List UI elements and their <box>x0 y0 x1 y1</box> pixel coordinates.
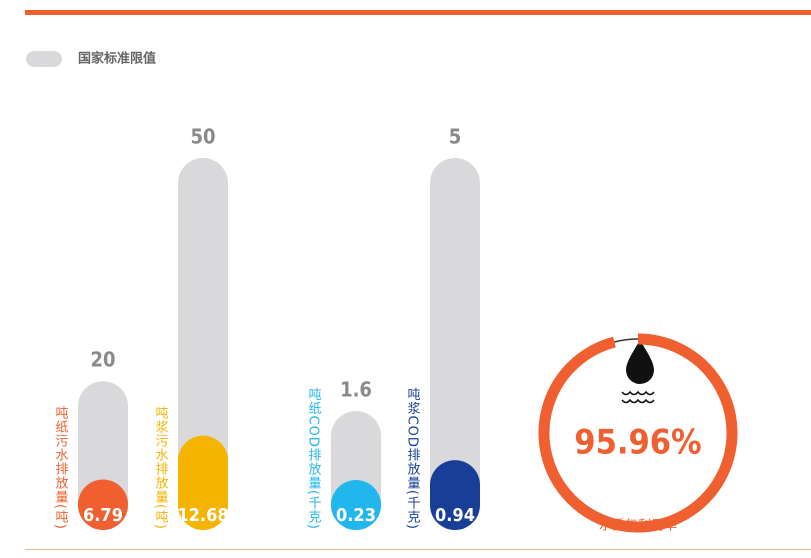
limit-bar <box>430 158 480 530</box>
legend-label: 国家标准限值 <box>78 51 156 67</box>
value-bar <box>430 460 480 530</box>
bar-name: 吨浆COD排放量(千克) <box>405 388 421 530</box>
limit-bar <box>178 158 228 530</box>
limit-label: 5 <box>449 125 462 149</box>
limit-label: 1.6 <box>340 377 372 401</box>
value-bar <box>78 479 128 530</box>
value-bar <box>178 435 228 530</box>
limit-label: 20 <box>90 348 115 372</box>
gauge-value: 95.96% <box>574 423 701 463</box>
bar-name: 吨纸污水排放量(吨) <box>53 406 69 530</box>
value-label: 0.94 <box>435 505 475 526</box>
bar-name: 吨纸COD排放量(千克) <box>306 388 322 530</box>
value-label: 12.68 <box>177 505 228 526</box>
top-rule <box>25 10 811 15</box>
limit-label: 50 <box>190 125 215 149</box>
legend-swatch <box>26 51 62 67</box>
bar-name: 吨浆污水排放量(吨) <box>153 406 169 530</box>
value-label: 6.79 <box>83 505 123 526</box>
drop-icon <box>626 340 654 384</box>
gauge-arc <box>538 333 738 533</box>
bottom-rule <box>25 549 811 550</box>
gauge-remainder <box>614 338 639 343</box>
wave-icon <box>621 390 655 404</box>
gauge-label: 水重复利用率 <box>599 518 677 534</box>
value-bar <box>331 480 381 530</box>
value-label: 0.23 <box>336 505 376 526</box>
